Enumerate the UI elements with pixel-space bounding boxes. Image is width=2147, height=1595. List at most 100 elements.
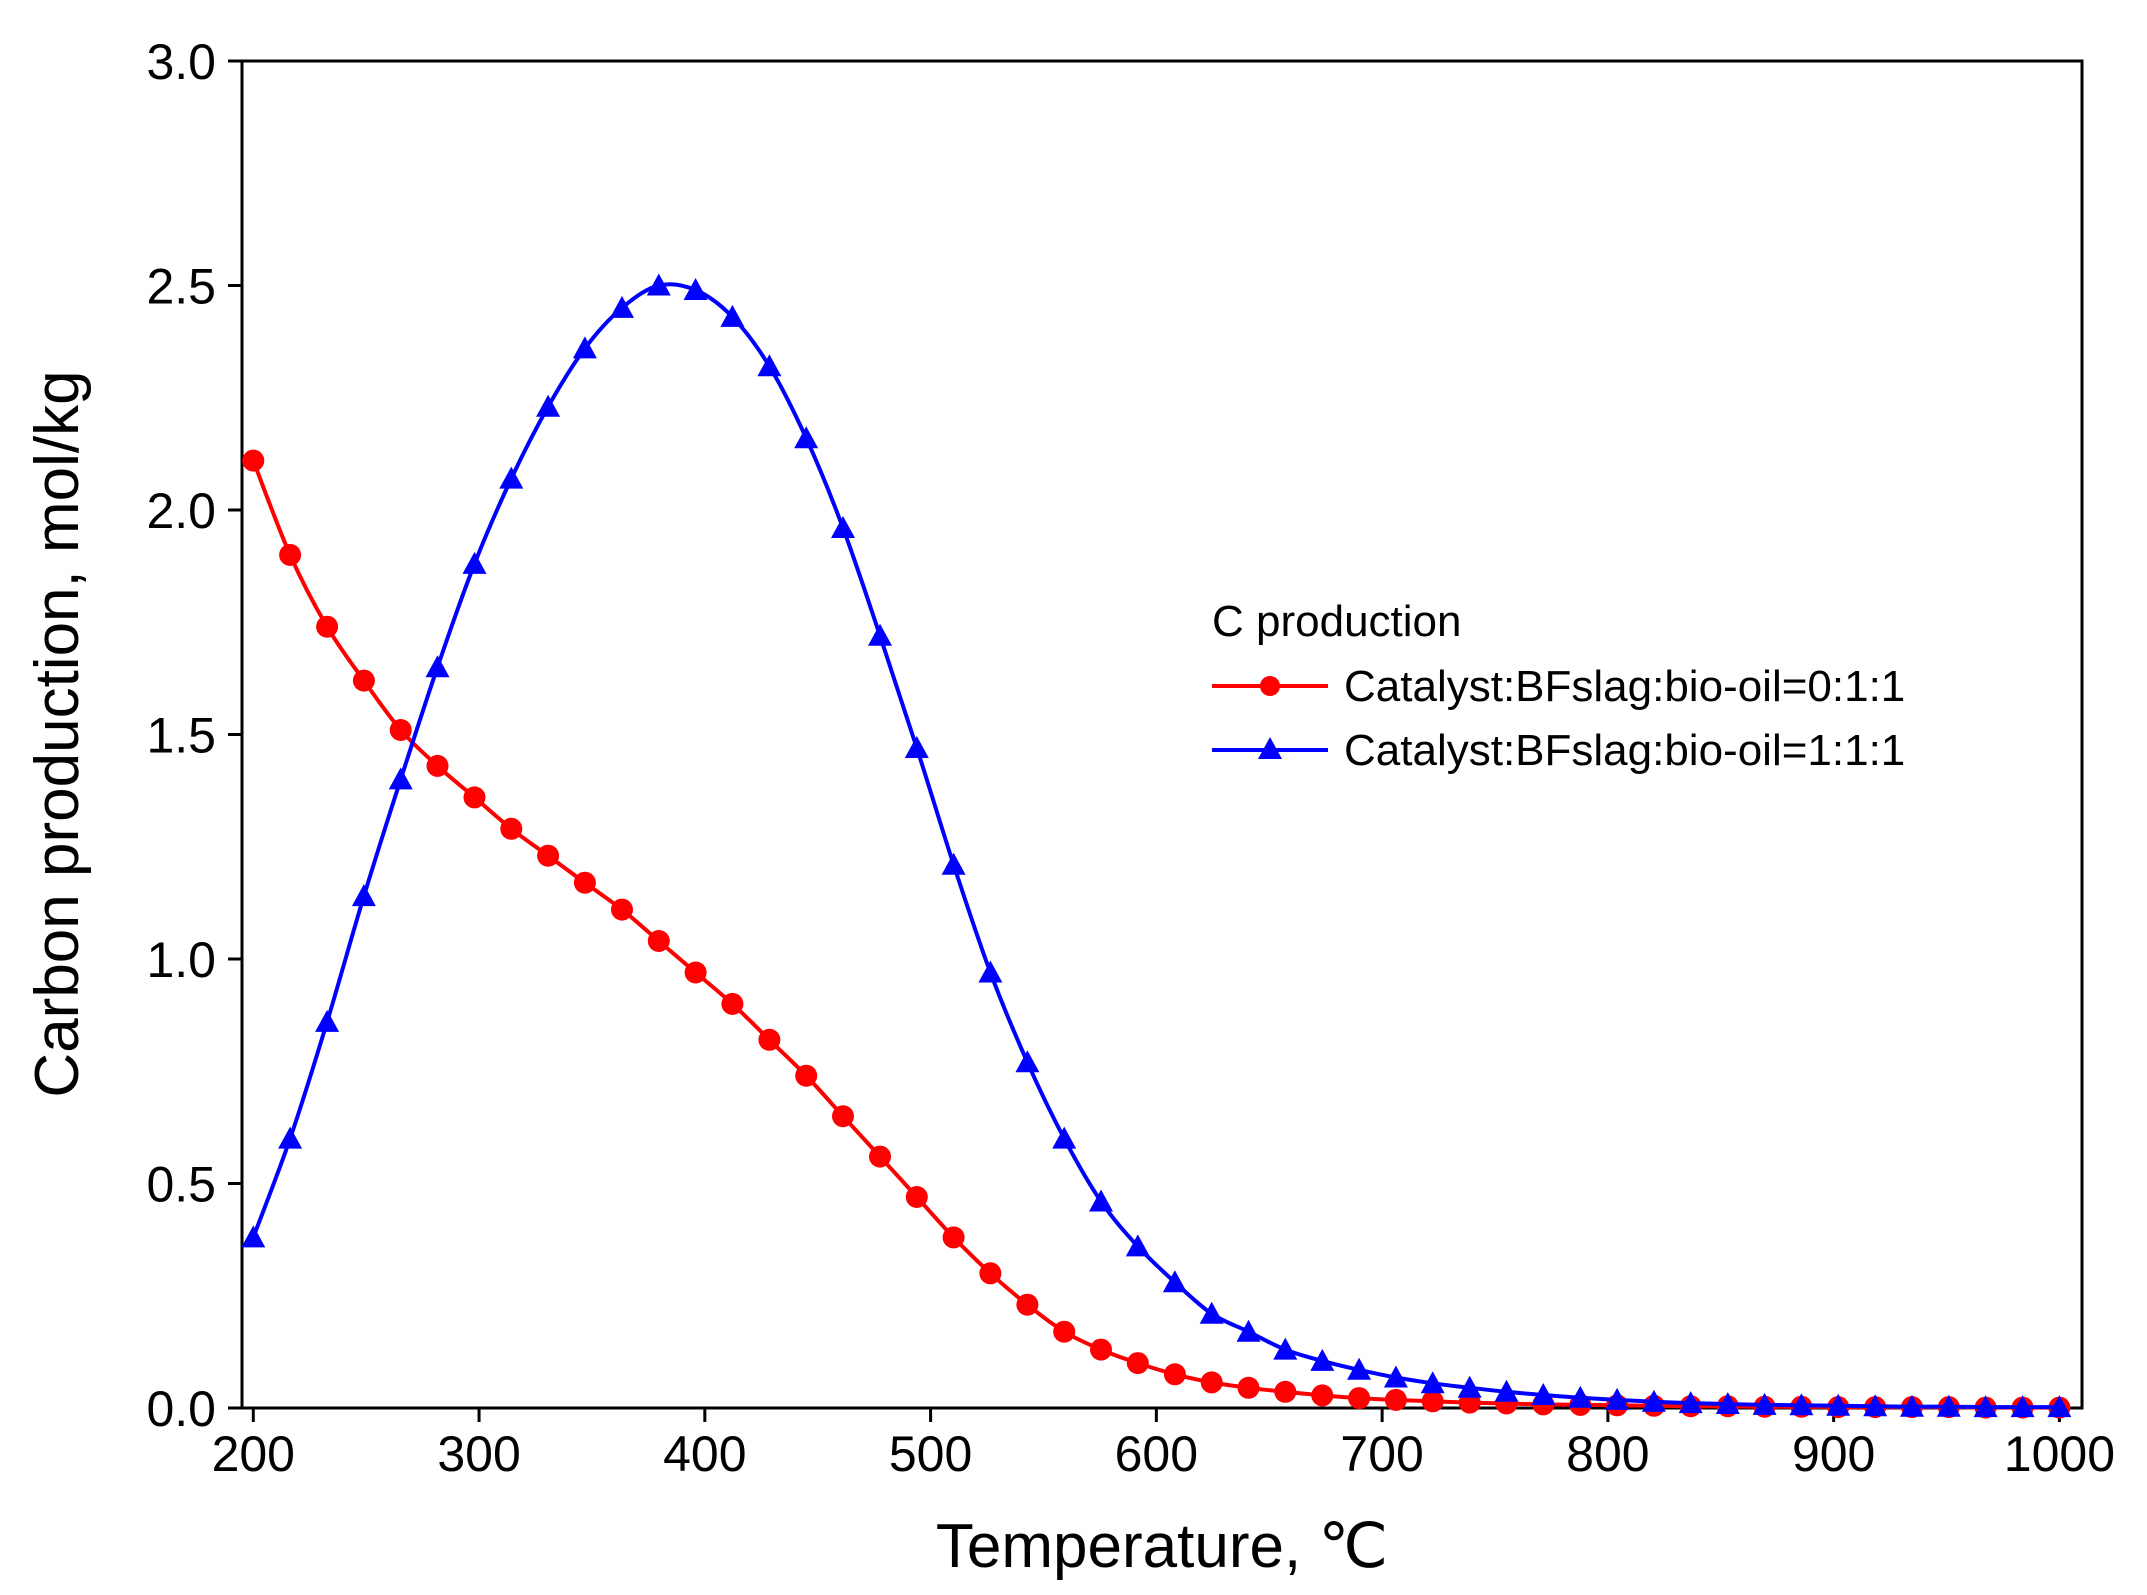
x-tick-label: 600 (1115, 1426, 1198, 1482)
series-2-point (2047, 1395, 2072, 1418)
series-2-point (794, 426, 819, 449)
series-2-point (425, 655, 450, 678)
legend: C production Catalyst:BFslag:bio-oil=0:1… (1212, 597, 1905, 775)
series-2-point (1273, 1337, 1298, 1360)
y-tick-label: 3.0 (146, 34, 216, 90)
series-2-point (1678, 1391, 1703, 1414)
series-1-point (1090, 1338, 1112, 1361)
y-axis-ticks: 0.0 0.5 1.0 1.5 2.0 2.5 3.0 (146, 34, 242, 1437)
x-tick-label: 400 (663, 1426, 746, 1482)
series-1-point (1311, 1384, 1334, 1407)
series-2-point (1863, 1394, 1888, 1417)
y-tick-label: 0.5 (146, 1157, 216, 1213)
x-tick-label: 500 (889, 1426, 972, 1482)
series-1-point (1237, 1376, 1260, 1399)
series-1-point (795, 1064, 818, 1087)
series-1-point (611, 898, 633, 921)
x-tick-label: 200 (212, 1426, 295, 1482)
series-2-point (1383, 1365, 1408, 1388)
series-2-point (610, 295, 634, 318)
series-1-point (316, 615, 339, 638)
x-tick-label: 800 (1566, 1426, 1649, 1482)
series-2-point (351, 884, 376, 907)
series-1-point (721, 992, 744, 1015)
series-1-point (942, 1226, 965, 1249)
series-2-point (941, 852, 966, 875)
series-2-point (868, 623, 892, 646)
series-2-point (1826, 1393, 1851, 1416)
series-1-point (1348, 1387, 1371, 1410)
series-1-point (832, 1105, 854, 1128)
series-2-point (1568, 1385, 1593, 1408)
series-1-point (279, 543, 302, 566)
series-2 (241, 273, 2072, 1418)
series-1-point (537, 844, 560, 867)
series-2-point (241, 1225, 266, 1248)
series-2-point (1973, 1395, 1998, 1418)
legend-marker-series-2 (1258, 737, 1282, 759)
series-2-point (499, 466, 524, 489)
series-1-point (1200, 1371, 1223, 1394)
series-2-point (1457, 1375, 1482, 1398)
series-2-point (572, 336, 597, 359)
series-2-point (1494, 1379, 1519, 1402)
series-2-point (683, 278, 708, 300)
series-1-point (684, 961, 707, 984)
series-2-point (1347, 1357, 1372, 1380)
legend-title: C production (1212, 597, 1461, 646)
series-2-point (1936, 1394, 1961, 1417)
series-2-point (388, 767, 413, 790)
series-2-point (1199, 1301, 1224, 1324)
series-2-point (315, 1009, 340, 1032)
series-1-point (352, 669, 375, 692)
y-tick-label: 1.5 (146, 708, 216, 764)
series-layer (241, 273, 2072, 1419)
legend-marker-series-1 (1260, 676, 1280, 696)
series-1-point (573, 871, 596, 894)
series-1-point (869, 1145, 891, 1168)
series-1-point (1274, 1380, 1297, 1403)
series-2-point (278, 1126, 303, 1149)
series-2-point (1752, 1392, 1777, 1415)
series-1-point (389, 719, 412, 741)
x-tick-label: 900 (1792, 1426, 1875, 1482)
series-2-point (1715, 1392, 1740, 1414)
series-2-point (1605, 1387, 1630, 1410)
series-1-point (463, 786, 486, 809)
series-1-point (1126, 1352, 1149, 1375)
series-2-point (1420, 1371, 1445, 1394)
x-tick-label: 700 (1340, 1426, 1423, 1482)
series-1 (242, 449, 2071, 1419)
series-1-point (1421, 1390, 1444, 1413)
series-2-point (1052, 1126, 1077, 1149)
series-2-point (1789, 1393, 1814, 1416)
series-1-point (1016, 1293, 1039, 1316)
series-2-point (1900, 1394, 1924, 1417)
series-2-point (1236, 1319, 1261, 1342)
y-axis-title: Carbon production, mol/kg (23, 370, 92, 1097)
series-1-point (1384, 1388, 1407, 1411)
series-2-point (757, 354, 782, 377)
series-2-point (462, 551, 487, 574)
series-2-point (904, 736, 929, 758)
series-2-line (251, 282, 2060, 1410)
series-2-point (720, 304, 745, 327)
series-1-point (647, 930, 670, 952)
series-1-point (1163, 1363, 1186, 1386)
series-2-point (2010, 1395, 2035, 1418)
y-tick-label: 2.5 (146, 259, 216, 315)
legend-label-series-1: Catalyst:BFslag:bio-oil=0:1:1 (1344, 662, 1905, 711)
series-1-point (905, 1186, 928, 1208)
series-2-point (1310, 1348, 1335, 1371)
y-tick-label: 1.0 (146, 932, 216, 988)
series-1-point (426, 754, 449, 777)
series-2-point (1641, 1389, 1666, 1412)
series-2-point (536, 394, 561, 417)
y-tick-label: 0.0 (146, 1381, 216, 1437)
series-1-point (242, 449, 265, 472)
series-2-point (1162, 1270, 1187, 1293)
series-1-point (1053, 1320, 1076, 1343)
series-2-point (1089, 1189, 1113, 1212)
series-2-point (831, 516, 855, 538)
